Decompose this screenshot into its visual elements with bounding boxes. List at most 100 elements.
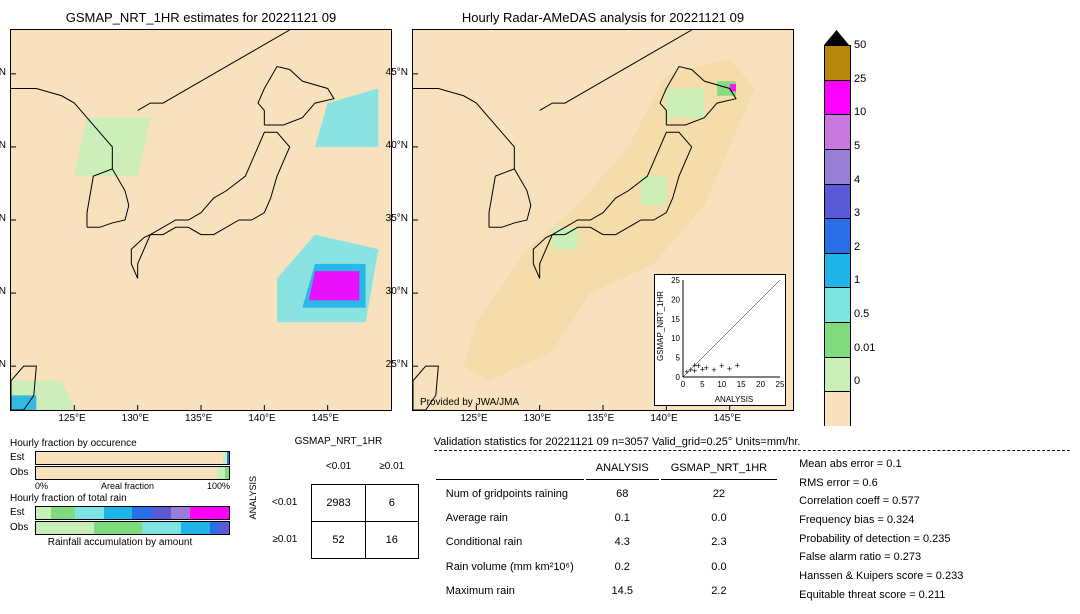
svg-text:0: 0 (676, 373, 681, 382)
stats-cell: 0.0 (661, 507, 777, 529)
lat-tick: 40°N (0, 140, 6, 151)
metric-row: Correlation coeff = 0.577 (799, 492, 963, 511)
metric-row: False alarm ratio = 0.273 (799, 548, 963, 567)
cbar-seg (824, 322, 851, 357)
lon-tick: 145°E (312, 413, 339, 424)
conf-cell: 16 (365, 521, 418, 558)
bar-label: Obs (10, 467, 35, 478)
svg-text:15: 15 (737, 380, 746, 389)
lat-tick: 35°N (386, 213, 408, 224)
cbar-label: 0.01 (854, 342, 875, 354)
stats-cell: Average rain (436, 507, 584, 529)
svg-text:5: 5 (676, 354, 681, 363)
stats-header: Validation statistics for 20221121 09 n=… (434, 436, 1070, 451)
map-left-svg (10, 29, 392, 411)
svg-text:25: 25 (776, 380, 785, 389)
svg-text:ANALYSIS: ANALYSIS (715, 395, 754, 404)
svg-text:25: 25 (671, 276, 680, 285)
stats-col-head: GSMAP_NRT_1HR (661, 457, 777, 481)
metric-row: Mean abs error = 0.1 (799, 455, 963, 474)
stats-col-head: ANALYSIS (586, 457, 659, 481)
stats-cell: 14.5 (586, 580, 659, 602)
hbar (35, 451, 230, 465)
confusion-table: <0.01≥0.01<0.0129836≥0.015216 (258, 449, 419, 559)
axis-right: 100% (207, 481, 230, 491)
conf-cell: 52 (312, 521, 365, 558)
cbar-seg (824, 357, 851, 392)
conf-cell: 2983 (312, 484, 365, 521)
lon-tick: 145°E (714, 413, 741, 424)
stats-cell: Num of gridpoints raining (436, 482, 584, 504)
lon-tick: 125°E (58, 413, 85, 424)
bar-row: Obs (10, 521, 230, 535)
provided-by-label: Provided by JWA/JMA (420, 397, 519, 408)
lat-tick: 45°N (0, 67, 6, 78)
cbar-label: 2 (854, 241, 860, 253)
axis-left: 0% (35, 481, 48, 491)
svg-text:+: + (704, 363, 709, 373)
cbar-seg (824, 184, 851, 219)
cbar-seg (824, 80, 851, 115)
map-left-title: GSMAP_NRT_1HR estimates for 20221121 09 (10, 10, 392, 25)
cbar-label: 25 (854, 73, 866, 85)
svg-text:+: + (692, 360, 697, 370)
cbar-seg (824, 45, 851, 80)
stats-cell: 0.0 (661, 556, 777, 578)
lat-tick: 30°N (386, 286, 408, 297)
cbar-seg (824, 253, 851, 288)
map-left-panel: GSMAP_NRT_1HR estimates for 20221121 09 … (10, 10, 392, 426)
stats-cell: 4.3 (586, 531, 659, 553)
top-maps-row: GSMAP_NRT_1HR estimates for 20221121 09 … (10, 10, 1070, 426)
lat-tick: 45°N (386, 67, 408, 78)
stats-table: ANALYSISGSMAP_NRT_1HR Num of gridpoints r… (434, 455, 779, 605)
bar-label: Est (10, 507, 35, 518)
cbar-seg (824, 287, 851, 322)
axis-center: Areal fraction (101, 481, 154, 491)
svg-text:+: + (727, 364, 732, 374)
conf-cell: 6 (365, 484, 418, 521)
svg-text:0: 0 (681, 380, 686, 389)
svg-text:10: 10 (671, 334, 680, 343)
bar-label: Est (10, 452, 35, 463)
svg-text:+: + (719, 361, 724, 371)
stats-cell: 68 (586, 482, 659, 504)
svg-text:15: 15 (671, 315, 680, 324)
cbar-seg (824, 391, 851, 426)
cbar-label: 0 (854, 375, 860, 387)
accum-label: Rainfall accumulation by amount (10, 537, 230, 548)
stats-cell: Conditional rain (436, 531, 584, 553)
lat-tick: 40°N (386, 140, 408, 151)
stats-cell: 2.2 (661, 580, 777, 602)
cbar-label: 5 (854, 140, 860, 152)
inset-scatter: 00551010151520202525+++++++++++ANALYSISG… (654, 274, 786, 406)
lat-tick: 30°N (0, 286, 6, 297)
svg-text:5: 5 (700, 380, 705, 389)
stats-section: Validation statistics for 20221121 09 n=… (434, 436, 1070, 605)
metric-row: Hanssen & Kuipers score = 0.233 (799, 567, 963, 586)
hbar (35, 521, 230, 535)
lon-tick: 140°E (248, 413, 275, 424)
stats-cell: Maximum rain (436, 580, 584, 602)
hbar (35, 466, 230, 480)
stats-metrics: Mean abs error = 0.1RMS error = 0.6Corre… (799, 455, 963, 605)
cbar-seg (824, 218, 851, 253)
stats-cell: 22 (661, 482, 777, 504)
stats-cell: Rain volume (mm km²10⁶) (436, 556, 584, 578)
lon-tick: 130°E (122, 413, 149, 424)
cbar-seg (824, 114, 851, 149)
svg-text:GSMAP_NRT_1HR: GSMAP_NRT_1HR (656, 291, 665, 361)
cbar-label: 3 (854, 207, 860, 219)
conf-col-title: GSMAP_NRT_1HR (258, 436, 419, 447)
bar-label: Obs (10, 522, 35, 533)
colorbar: 502510543210.50.010 (824, 30, 851, 426)
bar-row: Est (10, 451, 230, 465)
hbar (35, 506, 230, 520)
cbar-label: 0.5 (854, 308, 869, 320)
totalrain-title: Hourly fraction of total rain (10, 493, 230, 504)
lat-tick: 25°N (0, 359, 6, 370)
svg-text:20: 20 (756, 380, 765, 389)
stats-cell: 2.3 (661, 531, 777, 553)
svg-text:+: + (711, 365, 716, 375)
occurrence-title: Hourly fraction by occurence (10, 438, 230, 449)
cbar-seg (824, 149, 851, 184)
